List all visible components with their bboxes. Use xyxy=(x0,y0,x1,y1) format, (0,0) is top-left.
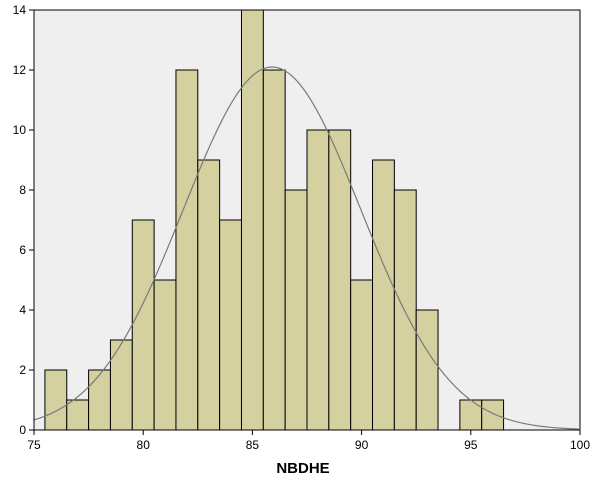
histogram-bar-5 xyxy=(131,219,155,431)
tick-labels: 0 2 4 6 8 10 12 14 75 80 85 90 95 100 xyxy=(13,3,591,452)
y-tick-label-12: 12 xyxy=(13,63,27,77)
x-tick-label-95: 95 xyxy=(464,438,478,452)
x-tick-label-75: 75 xyxy=(27,438,41,452)
histogram-bar-15 xyxy=(350,279,374,431)
y-tick-label-8: 8 xyxy=(19,183,26,197)
x-axis-title: NBDHE xyxy=(276,460,329,477)
normal-distribution-curve xyxy=(33,66,581,430)
histogram-bar-8 xyxy=(197,159,221,431)
histogram-bar-9 xyxy=(219,219,242,431)
histogram-bar-19 xyxy=(459,399,483,431)
axes xyxy=(33,10,580,431)
y-tick-label-2: 2 xyxy=(19,363,26,377)
histogram-bar-13 xyxy=(306,129,330,431)
x-tick-label-100: 100 xyxy=(570,438,590,452)
histogram-bars xyxy=(44,9,505,431)
histogram-bar-7 xyxy=(175,69,199,431)
histogram-bar-3 xyxy=(88,369,111,431)
histogram-bar-6 xyxy=(153,279,177,431)
histogram-bar-20 xyxy=(481,399,505,431)
histogram-bar-18 xyxy=(415,309,439,431)
y-tick-label-4: 4 xyxy=(19,303,26,317)
histogram-bar-12 xyxy=(284,189,308,431)
x-tick-label-85: 85 xyxy=(246,438,260,452)
histogram-bar-17 xyxy=(393,189,417,431)
histogram-bar-1 xyxy=(44,369,68,431)
y-tick-label-0: 0 xyxy=(19,423,26,437)
histogram-bar-16 xyxy=(372,159,395,431)
y-tick-label-6: 6 xyxy=(19,243,26,257)
y-tick-label-14: 14 xyxy=(13,3,27,17)
histogram-bar-10 xyxy=(240,9,264,431)
histogram-bar-11 xyxy=(262,69,286,431)
y-tick-label-10: 10 xyxy=(13,123,27,137)
histogram-bar-2 xyxy=(66,399,90,431)
x-tick-label-80: 80 xyxy=(137,438,151,452)
histogram-bar-4 xyxy=(109,339,133,431)
x-tick-label-90: 90 xyxy=(355,438,369,452)
